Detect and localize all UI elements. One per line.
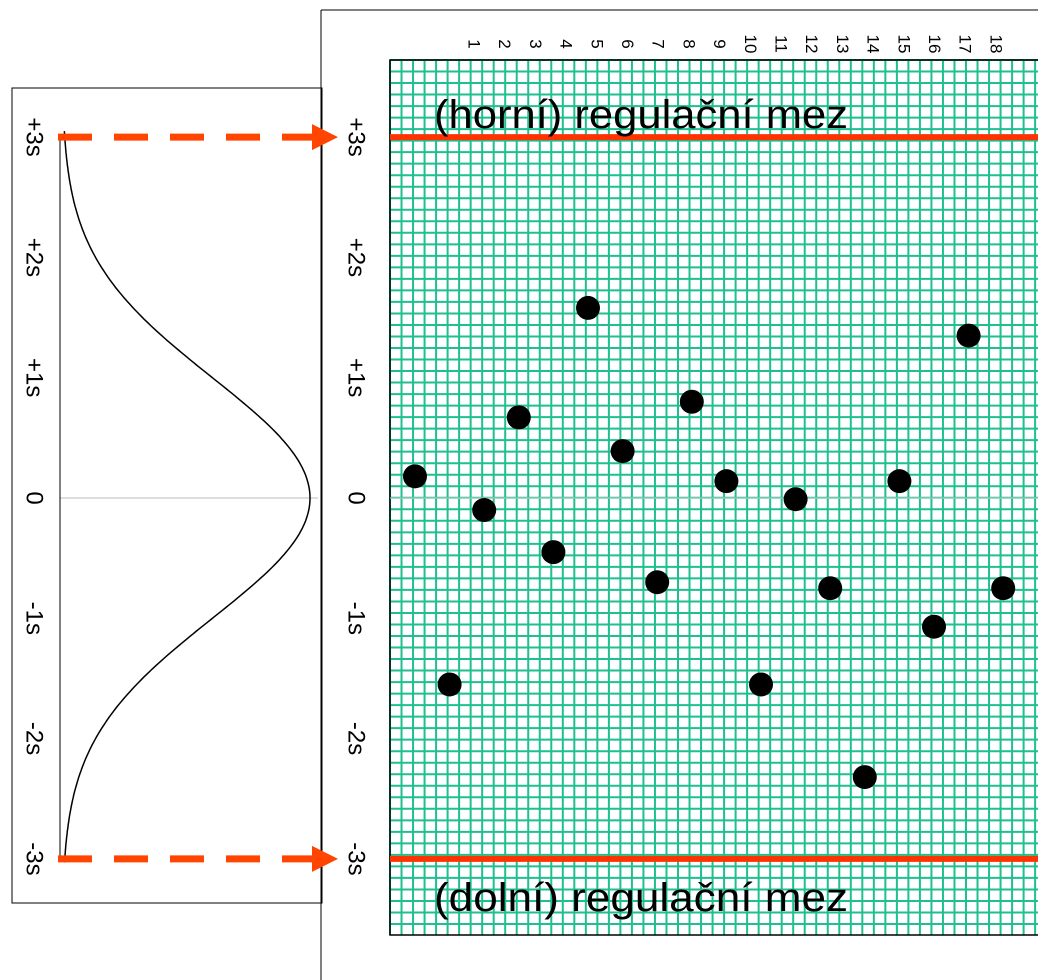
data-point: [610, 439, 635, 464]
y-tick-label: -1s: [343, 602, 370, 635]
y-tick-label: 0: [343, 491, 370, 504]
lower-limit-label: (dolní) regulační mez: [434, 876, 848, 920]
x-tick-label: 17: [956, 35, 975, 54]
x-tick-label: 6: [618, 39, 637, 48]
arrow-head-icon: [312, 845, 338, 872]
distribution-panel: +3s +2s +1s 0 -1s -2s -3s: [11, 87, 323, 904]
distribution-frame: [11, 87, 323, 904]
data-point: [506, 405, 531, 430]
control-chart-panel: (horní) regulační mez (dolní) regulační m…: [320, 9, 1038, 980]
y-tick-label: -2s: [343, 722, 370, 755]
x-tick-label: 16: [925, 35, 944, 54]
y-tick-label: -3s: [343, 842, 370, 875]
x-tick-label: 13: [833, 35, 852, 54]
x-tick-label: 8: [679, 39, 698, 48]
data-point: [783, 487, 808, 512]
x-tick-label: 3: [526, 39, 545, 48]
y-tick-label: -1s: [21, 602, 48, 635]
y-tick-label: -2s: [21, 722, 48, 755]
x-tick-label: 4: [557, 39, 576, 48]
data-point: [437, 672, 462, 697]
data-point: [403, 464, 427, 489]
data-point: [472, 498, 497, 523]
x-tick-label: 1: [465, 39, 484, 48]
y-tick-label: +1s: [343, 358, 370, 397]
x-tick-labels: 1 2 3 4 5 6 7 8 9 10 11 12 13 14 15 16 17 18: [465, 35, 1006, 54]
arrow-head-icon: [312, 124, 338, 151]
data-point: [818, 576, 843, 601]
data-point: [645, 570, 670, 595]
data-point: [679, 389, 704, 414]
data-point: [991, 576, 1016, 601]
x-tick-label: 18: [986, 35, 1005, 54]
data-point: [922, 614, 946, 639]
x-tick-label: 15: [894, 35, 913, 54]
y-tick-label: 0: [21, 491, 48, 504]
data-point: [852, 765, 877, 790]
chart-y-tick-labels: +3s +2s +1s 0 -1s -2s -3s: [343, 117, 370, 875]
data-point: [576, 295, 600, 320]
data-point: [887, 469, 912, 494]
data-point: [714, 469, 739, 494]
x-tick-label: 9: [710, 39, 729, 48]
y-tick-label: +3s: [21, 117, 48, 156]
upper-limit-label: (horní) regulační mez: [434, 93, 848, 137]
y-tick-label: +2s: [21, 238, 48, 277]
normal-distribution-curve: [63, 131, 311, 863]
x-tick-label: 10: [741, 35, 760, 54]
data-point: [956, 323, 981, 348]
distribution-y-tick-labels: +3s +2s +1s 0 -1s -2s -3s: [21, 117, 48, 875]
data-point: [749, 672, 773, 697]
control-limits: (horní) regulační mez (dolní) regulační m…: [390, 93, 1038, 920]
x-tick-label: 11: [772, 35, 791, 53]
x-tick-label: 2: [495, 39, 514, 48]
y-tick-label: +1s: [21, 358, 48, 397]
x-tick-label: 14: [864, 35, 883, 54]
y-tick-label: +2s: [343, 238, 370, 277]
x-tick-label: 12: [802, 35, 821, 54]
data-point: [541, 540, 566, 565]
limit-arrows: [58, 124, 338, 872]
x-tick-label: 7: [649, 39, 668, 48]
x-tick-label: 5: [587, 39, 606, 48]
data-points: [403, 295, 1016, 790]
y-tick-label: +3s: [343, 117, 370, 156]
y-tick-label: -3s: [21, 842, 48, 875]
